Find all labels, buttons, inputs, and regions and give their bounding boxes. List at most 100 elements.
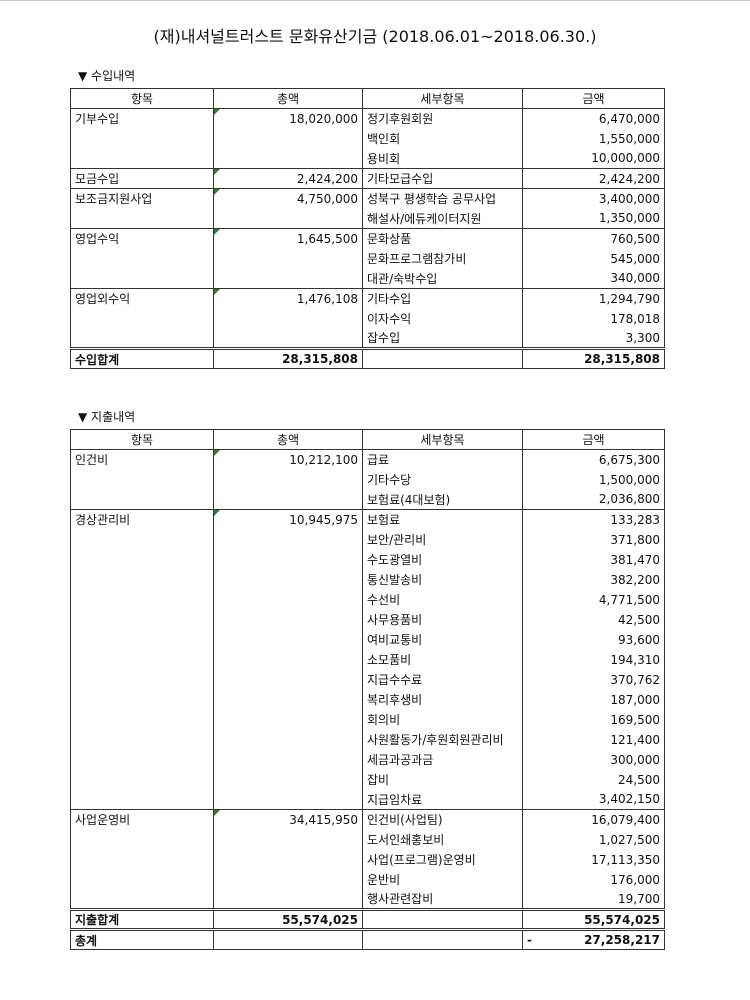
detail-item-cell: 통신발송비 [362, 569, 523, 590]
column-header: 항목 [70, 429, 214, 450]
detail-amount-cell: 760,500 [522, 228, 665, 249]
detail-amount-cell: 2,036,800 [522, 489, 665, 510]
detail-amount-cell: 42,500 [522, 609, 665, 630]
column-header: 금액 [522, 429, 665, 450]
detail-item-cell: 대관/숙박수입 [362, 268, 523, 289]
detail-amount-cell: 371,800 [522, 529, 665, 550]
table-row: 세금과공과금 300,000 [70, 749, 665, 770]
table-row: 수도광열비 381,470 [70, 549, 665, 570]
detail-item-cell: 정기후원회원 [362, 108, 523, 129]
category-cell [70, 208, 214, 229]
column-header: 금액 [522, 88, 665, 109]
detail-item-cell: 기타모급수입 [362, 168, 523, 189]
detail-item-cell: 기타수당 [362, 469, 523, 490]
category-cell [70, 669, 214, 690]
category-total-cell [213, 649, 363, 670]
table-row: 회의비 169,500 [70, 709, 665, 730]
detail-amount-cell: 176,000 [522, 869, 665, 890]
table-row: 여비교통비 93,600 [70, 629, 665, 650]
category-total-cell [213, 869, 363, 890]
category-total-cell [213, 589, 363, 610]
detail-item-cell: 사무용품비 [362, 609, 523, 630]
column-header: 항목 [70, 88, 214, 109]
detail-amount-cell: 133,283 [522, 509, 665, 530]
category-total-cell [213, 829, 363, 850]
column-header: 총액 [213, 429, 363, 450]
detail-amount-cell: 16,079,400 [522, 809, 665, 830]
table-row: 사업운영비 34,415,950 인건비(사업팀) 16,079,400 [70, 809, 665, 830]
category-cell [70, 649, 214, 670]
detail-item-cell: 용비회 [362, 148, 523, 169]
table-row: 도서인쇄홍보비 1,027,500 [70, 829, 665, 850]
table-row: 복리후생비 187,000 [70, 689, 665, 710]
category-cell [70, 709, 214, 730]
category-cell [70, 328, 214, 349]
income-section-label: ▼ 수입내역 [78, 69, 136, 83]
category-total-cell [213, 609, 363, 630]
detail-item-cell: 문화상품 [362, 228, 523, 249]
table-row: 백인회 1,550,000 [70, 128, 665, 149]
table-row: 소모품비 194,310 [70, 649, 665, 670]
category-total-cell [213, 248, 363, 269]
detail-amount-cell: 3,402,150 [522, 789, 665, 810]
detail-item-cell: 보안/관리비 [362, 529, 523, 550]
detail-amount-cell: 121,400 [522, 729, 665, 750]
table-row: 사무용품비 42,500 [70, 609, 665, 630]
category-total-cell [213, 549, 363, 570]
table-row: 경상관리비 10,945,975 보험료 133,283 [70, 509, 665, 530]
detail-amount-cell: 187,000 [522, 689, 665, 710]
category-total-cell: 1,476,108 [213, 288, 363, 309]
detail-item-cell: 백인회 [362, 128, 523, 149]
category-total-cell [213, 749, 363, 770]
sign: - [527, 933, 532, 947]
detail-item-cell: 보험료 [362, 509, 523, 530]
category-total-cell: 2,424,200 [213, 168, 363, 189]
category-total-cell [213, 669, 363, 690]
category-cell [70, 869, 214, 890]
detail-amount-cell: 194,310 [522, 649, 665, 670]
grand-total-label: 총계 [70, 928, 214, 950]
detail-amount-cell: 6,675,300 [522, 449, 665, 470]
category-cell [70, 549, 214, 570]
page-title: (재)내셔널트러스트 문화유산기금 (2018.06.01~2018.06.30… [153, 27, 597, 46]
detail-amount-cell: 6,470,000 [522, 108, 665, 129]
category-total-cell: 1,645,500 [213, 228, 363, 249]
category-cell [70, 849, 214, 870]
detail-item-cell: 급료 [362, 449, 523, 470]
table-row: 보조금지원사업 4,750,000 성북구 평생학습 공무사업 3,400,000 [70, 188, 665, 209]
category-total-cell [213, 789, 363, 810]
category-cell: 보조금지원사업 [70, 188, 214, 209]
category-total-cell [213, 148, 363, 169]
table-row: 잡수입 3,300 [70, 328, 665, 349]
category-total-cell [213, 328, 363, 349]
detail-amount-cell: 19,700 [522, 889, 665, 910]
detail-item-cell: 해설사/에듀케이터지원 [362, 208, 523, 229]
detail-amount-cell: 2,424,200 [522, 168, 665, 189]
table-row: 기타수당 1,500,000 [70, 469, 665, 490]
category-cell [70, 128, 214, 149]
detail-amount-cell: 93,600 [522, 629, 665, 650]
detail-amount-cell: 300,000 [522, 749, 665, 770]
header-row: 항목 총액 세부항목 금액 [70, 429, 665, 450]
category-cell [70, 609, 214, 630]
category-total-cell: 4,750,000 [213, 188, 363, 209]
category-cell [70, 589, 214, 610]
detail-item-cell: 문화프로그램참가비 [362, 248, 523, 269]
category-cell [70, 629, 214, 650]
category-cell [70, 268, 214, 289]
detail-amount-cell: 340,000 [522, 268, 665, 289]
category-cell: 영업외수익 [70, 288, 214, 309]
detail-item-cell: 잡비 [362, 769, 523, 790]
detail-item-cell: 도서인쇄홍보비 [362, 829, 523, 850]
detail-amount-cell: 3,300 [522, 328, 665, 349]
detail-amount-cell: 24,500 [522, 769, 665, 790]
category-cell [70, 889, 214, 910]
table-row: 잡비 24,500 [70, 769, 665, 790]
detail-amount-cell: 381,470 [522, 549, 665, 570]
grand-total-amount: - 27,258,217 [522, 928, 665, 950]
total-sum: 28,315,808 [213, 347, 363, 369]
category-cell [70, 689, 214, 710]
category-total-cell [213, 489, 363, 510]
detail-amount-cell: 1,027,500 [522, 829, 665, 850]
total-empty [362, 908, 523, 930]
